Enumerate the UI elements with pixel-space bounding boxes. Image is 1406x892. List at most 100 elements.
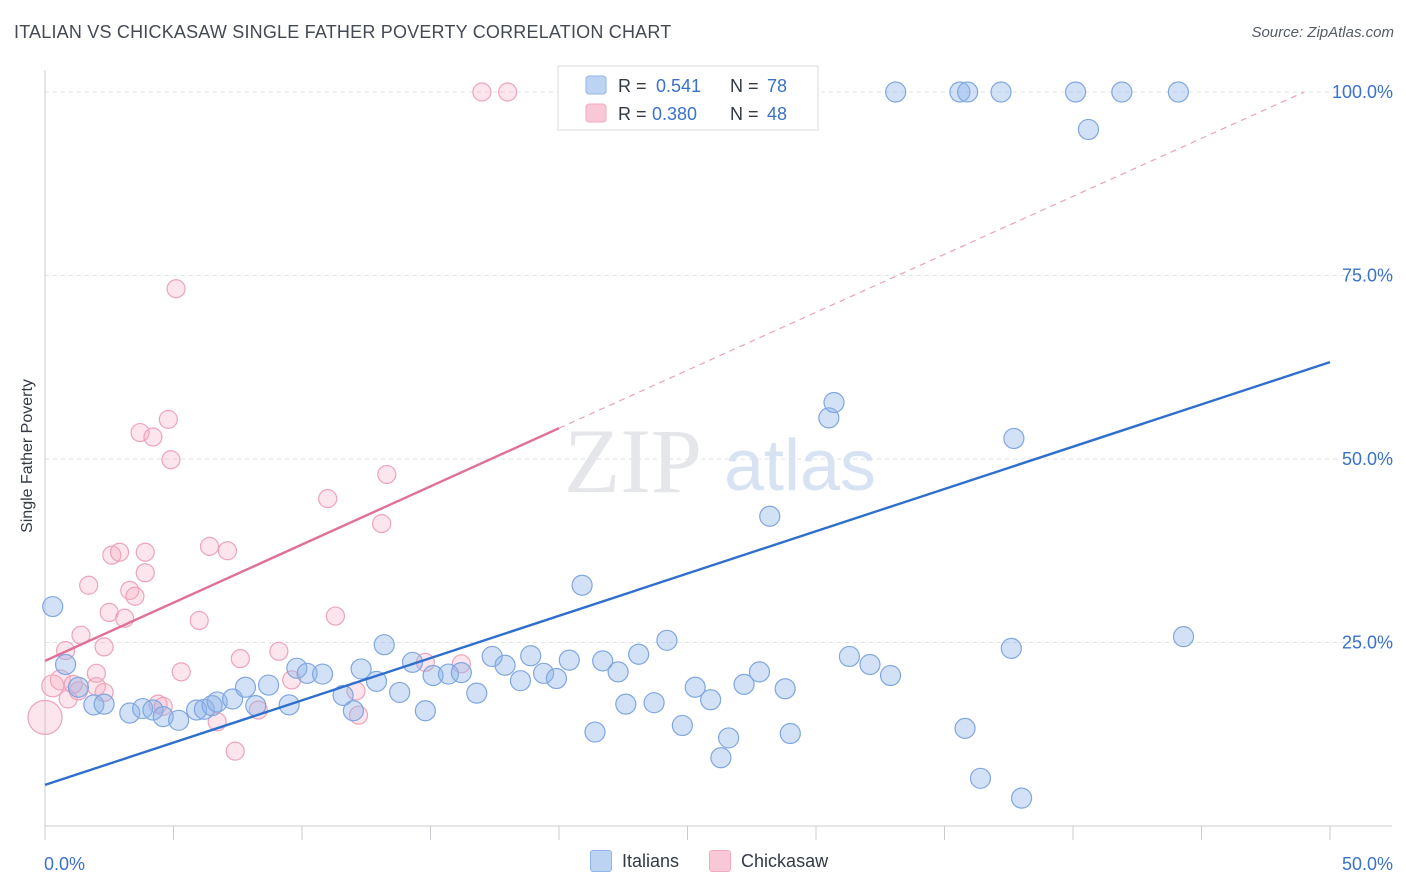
italians-point — [401, 651, 424, 673]
italians-point — [520, 645, 542, 667]
legend-r-label-chickasaw: R = — [618, 104, 647, 124]
grid-layer — [45, 91, 1392, 644]
italians-point — [93, 693, 115, 715]
legend-r-label-italians: R = — [618, 76, 647, 96]
italians-point — [700, 689, 722, 711]
bottom-legend: Italians Chickasaw — [590, 850, 846, 872]
legend-swatch-chickasaw-bottom — [709, 850, 732, 872]
watermark-atlas: atlas — [724, 426, 876, 506]
chickasaw-point — [158, 409, 178, 429]
italians-point — [885, 81, 907, 103]
italians-point — [823, 391, 845, 414]
y-tick-label: 50.0% — [1342, 449, 1393, 469]
legend-swatch-italians — [585, 75, 607, 95]
italians-point — [571, 574, 593, 596]
italians-point — [957, 81, 979, 103]
italians-point — [879, 664, 902, 687]
legend-label-chickasaw: Chickasaw — [741, 850, 829, 871]
italians-point — [774, 678, 796, 700]
axis-layer — [44, 70, 1392, 840]
italians-point — [142, 699, 164, 721]
italians-point — [332, 684, 354, 706]
italians-point — [969, 767, 992, 789]
italians-point — [643, 692, 665, 714]
legend-n-label-chickasaw: N = — [730, 104, 759, 124]
chickasaw-point — [189, 610, 209, 631]
chickasaw-point — [199, 536, 220, 556]
legend-item-chickasaw[interactable]: Chickasaw — [709, 850, 828, 872]
chart-title: ITALIAN VS CHICKASAW SINGLE FATHER POVER… — [14, 22, 672, 42]
italians-point — [1111, 81, 1133, 103]
italians-point — [532, 662, 555, 684]
italians-point — [1167, 81, 1189, 103]
italians-trend-line — [44, 360, 1331, 787]
italians-point — [748, 661, 771, 683]
italians-point — [67, 676, 90, 698]
italians-point — [545, 667, 568, 690]
chickasaw-point — [325, 606, 346, 626]
watermark: ZIP atlas — [564, 410, 876, 512]
legend-r-value-italians: 0.541 — [656, 76, 701, 96]
chickasaw-point — [94, 637, 114, 657]
italians-point — [373, 634, 395, 656]
chickasaw-point — [143, 427, 163, 447]
chickasaw-point — [282, 670, 302, 690]
italians-point — [286, 657, 308, 679]
italians-point — [592, 650, 614, 672]
legend-item-italians[interactable]: Italians — [590, 850, 679, 872]
chickasaw-point — [135, 563, 155, 583]
italians-point — [422, 664, 444, 687]
italians-point — [558, 649, 580, 671]
italians-point — [615, 693, 637, 715]
italians-point — [342, 700, 364, 722]
chickasaw-point — [225, 741, 245, 761]
chickasaw-trend-line — [44, 427, 560, 662]
chickasaw-point — [230, 649, 250, 669]
chickasaw-point — [58, 689, 78, 709]
trend-layer — [44, 91, 1331, 787]
legend-n-value-italians: 78 — [767, 76, 787, 96]
y-tick-label: 100.0% — [1332, 82, 1393, 102]
italians-point — [710, 747, 732, 769]
chickasaw-point — [318, 489, 338, 509]
y-tick-label: 25.0% — [1342, 633, 1393, 653]
tick-label-layer: 25.0% 50.0% 75.0% 100.0% 0.0% 50.0% — [44, 82, 1393, 874]
italians-point — [949, 81, 971, 103]
chickasaw-point — [125, 586, 145, 606]
chickasaw-point — [130, 422, 150, 443]
italians-point — [509, 670, 532, 692]
watermark-zip: ZIP — [564, 410, 702, 512]
italians-point — [54, 653, 77, 676]
italians-point — [450, 661, 472, 684]
chickasaw-point — [472, 82, 492, 102]
chickasaw-point — [161, 450, 181, 470]
italians-point — [607, 661, 629, 683]
italians-point — [671, 714, 693, 737]
italians-point — [859, 653, 881, 676]
chickasaw-point — [372, 513, 392, 534]
chickasaw-point — [79, 575, 99, 595]
x-tick-label: 50.0% — [1342, 854, 1393, 874]
legend-swatch-chickasaw — [585, 103, 607, 123]
italians-point — [656, 629, 678, 651]
source-credit: Source: ZipAtlas.com — [1251, 24, 1394, 41]
chickasaw-point — [135, 542, 155, 562]
italians-point — [466, 682, 488, 704]
chickasaw-point — [109, 542, 130, 562]
legend-box: R = 0.541 N = 78 R = 0.380 N = 48 — [557, 65, 819, 131]
legend-n-value-chickasaw: 48 — [767, 104, 787, 124]
italians-point — [1000, 637, 1022, 659]
italians-point — [206, 691, 228, 713]
chickasaw-point — [248, 700, 268, 720]
chickasaw-point — [498, 82, 518, 102]
italians-point — [1010, 787, 1033, 809]
italians-point — [1064, 81, 1087, 103]
italians-point — [494, 654, 516, 676]
italians-point — [759, 505, 781, 527]
italians-point — [954, 717, 976, 739]
italians-point — [718, 727, 740, 749]
chickasaw-point — [102, 545, 122, 565]
legend-label-italians: Italians — [622, 850, 680, 871]
legend-swatch-italians-bottom — [590, 850, 612, 872]
